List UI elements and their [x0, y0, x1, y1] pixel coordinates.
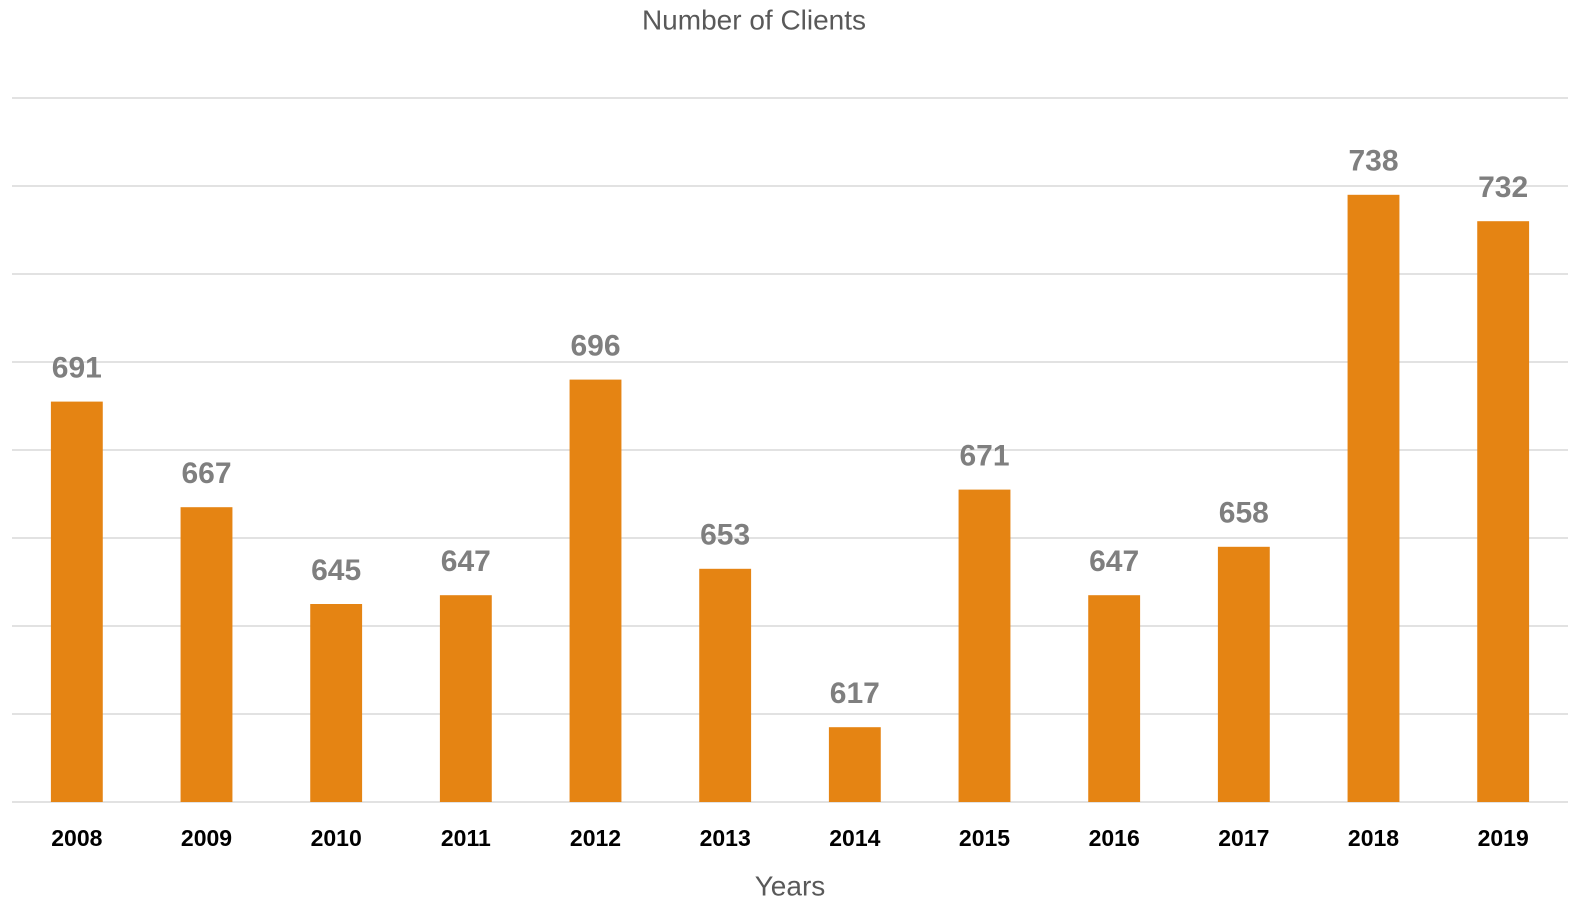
x-tick-label: 2008: [51, 825, 102, 851]
data-label: 691: [52, 352, 102, 385]
bar: [569, 379, 622, 802]
bar: [958, 489, 1011, 802]
data-label: 671: [959, 440, 1009, 473]
x-tick-label: 2015: [959, 825, 1010, 851]
x-tick-label: 2017: [1218, 825, 1269, 851]
bar: [1217, 546, 1270, 802]
bar: [699, 568, 752, 802]
x-tick-label: 2011: [441, 825, 491, 851]
x-tick-label: 2018: [1348, 825, 1399, 851]
data-label: 647: [441, 545, 491, 578]
bar: [310, 604, 363, 802]
bar: [180, 507, 233, 802]
data-label: 732: [1478, 171, 1528, 204]
x-tick-label: 2016: [1089, 825, 1140, 851]
bar: [828, 727, 881, 802]
data-label: 653: [700, 519, 750, 552]
data-label: 738: [1348, 145, 1398, 178]
x-axis-title: Years: [755, 870, 826, 901]
bar: [50, 401, 103, 802]
x-tick-label: 2019: [1478, 825, 1529, 851]
bar: [1088, 595, 1141, 802]
bar: [1477, 221, 1530, 802]
x-tick-label: 2014: [829, 825, 880, 851]
data-label: 647: [1089, 545, 1139, 578]
data-label: 617: [830, 677, 880, 710]
data-label: 667: [181, 457, 231, 490]
x-tick-label: 2013: [700, 825, 751, 851]
data-label: 645: [311, 554, 361, 587]
x-tick-label: 2010: [311, 825, 362, 851]
x-tick-label: 2009: [181, 825, 232, 851]
bar: [1347, 194, 1400, 803]
bar: [439, 595, 492, 802]
data-label: 658: [1219, 497, 1269, 530]
chart-title: Number of Clients: [642, 4, 866, 35]
x-tick-label: 2012: [570, 825, 621, 851]
data-label: 696: [570, 330, 620, 363]
